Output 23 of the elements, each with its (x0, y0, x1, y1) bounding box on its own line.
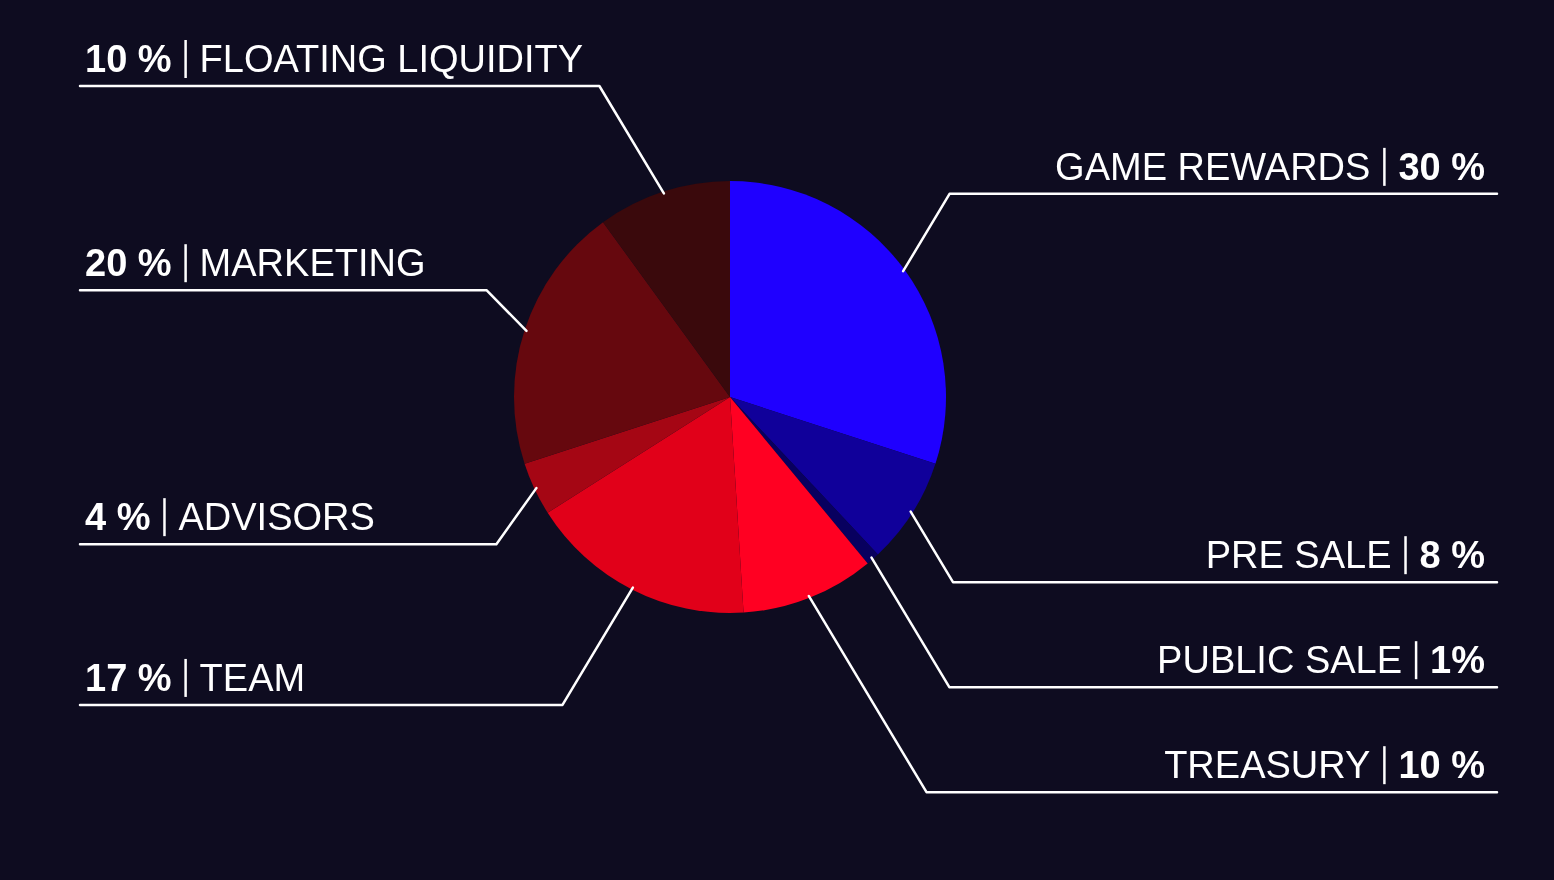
pie-slice (730, 181, 946, 464)
data-label: 4 % (85, 496, 151, 539)
pie-slice (514, 222, 730, 464)
data-label: 10 % (85, 38, 172, 80)
pie-slice (547, 397, 744, 613)
pie-slice (730, 397, 868, 613)
pie-slice (524, 397, 730, 513)
pie-slice (603, 181, 730, 397)
slice-label: PRE SALE (1205, 534, 1392, 577)
data-label: 17 % (85, 656, 172, 699)
slice-label: TREASURY (1164, 744, 1371, 787)
slice-label: PUBLIC SALE (1157, 639, 1403, 682)
slice-label: ADVISORS (178, 496, 375, 539)
slice-label: TEAM (199, 656, 306, 699)
pie-slice (730, 397, 936, 555)
slice-label: MARKETING (199, 242, 426, 285)
data-label: 20 % (85, 242, 172, 285)
data-label: 10 % (1398, 744, 1485, 787)
slice-label: GAME REWARDS (1055, 145, 1371, 188)
data-label: 30 % (1398, 145, 1485, 188)
data-label: 8 % (1419, 534, 1485, 577)
slice-label: FLOATING LIQUIDITY (199, 38, 584, 80)
data-label: 1% (1430, 639, 1485, 682)
